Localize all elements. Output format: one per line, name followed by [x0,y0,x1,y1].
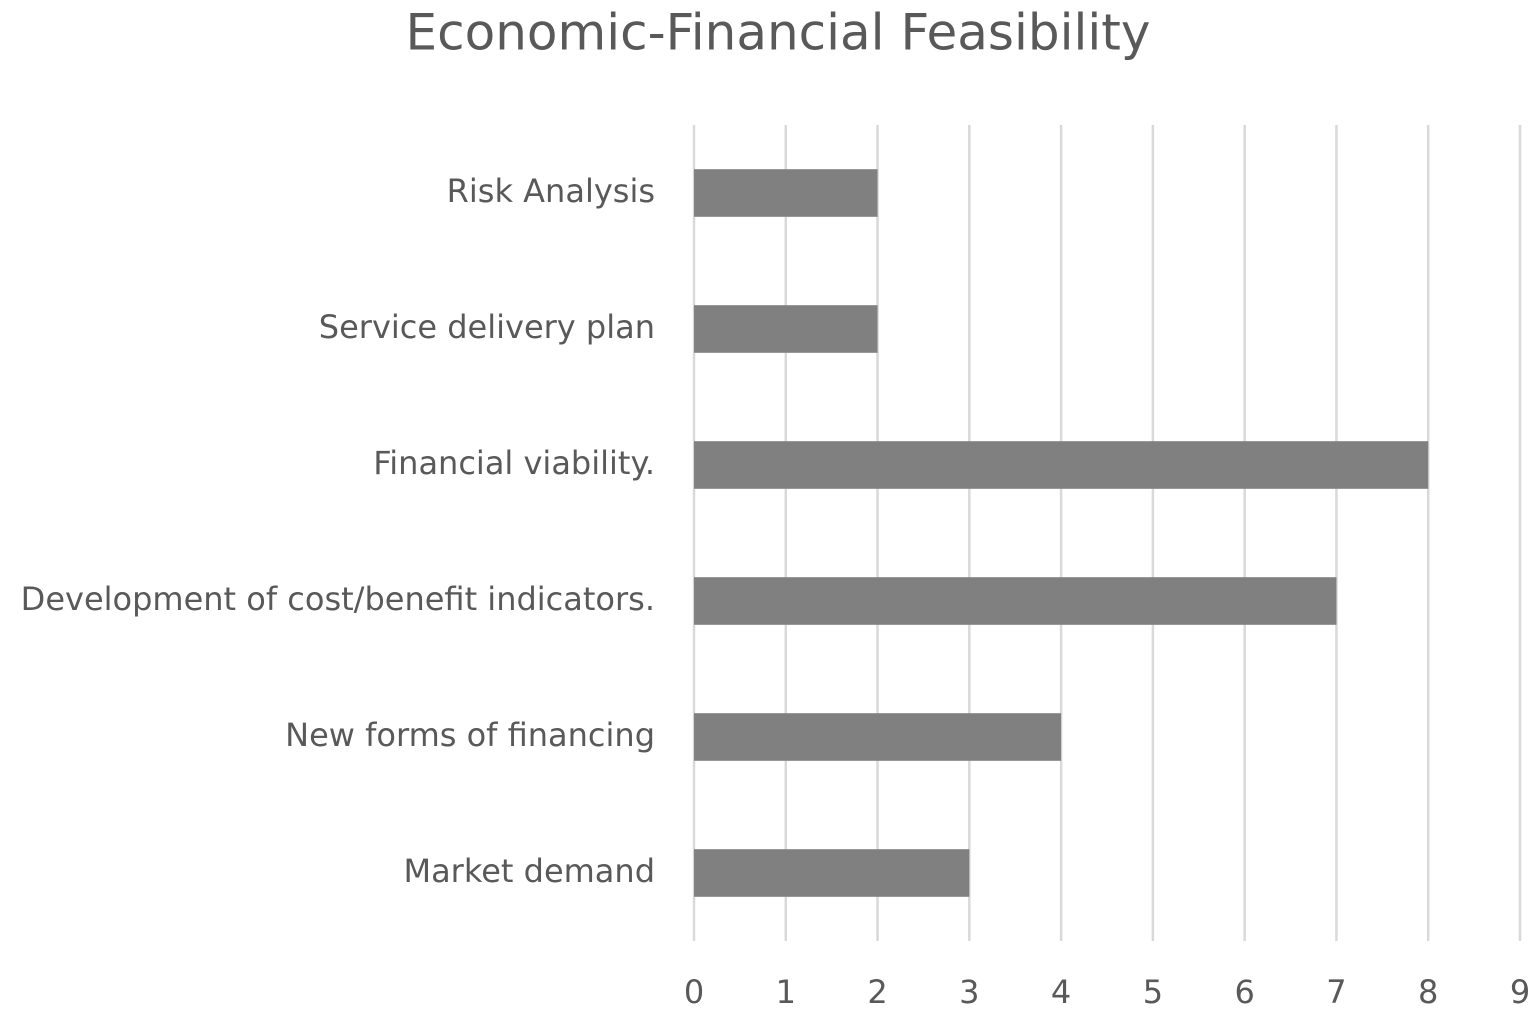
chart-title: Economic-Financial Feasibility [406,4,1151,62]
y-tick-label: Financial viability. [373,444,655,482]
y-tick-label: Risk Analysis [447,172,655,210]
bar [694,169,878,217]
bar [694,713,1062,761]
x-tick-label: 4 [1051,973,1071,1011]
x-tick-label: 0 [684,973,704,1011]
bar [694,849,970,897]
x-tick-label: 5 [1143,973,1163,1011]
bar [694,305,878,353]
y-tick-label: Service delivery plan [319,308,655,346]
y-tick-label: New forms of financing [285,716,655,754]
x-tick-label: 7 [1326,973,1346,1011]
x-tick-label: 9 [1510,973,1530,1011]
x-tick-label: 1 [776,973,796,1011]
x-tick-label: 2 [867,973,887,1011]
y-tick-label: Development of cost/benefit indicators. [21,580,655,618]
y-tick-label: Market demand [403,852,655,890]
bar [694,441,1429,489]
x-tick-label: 6 [1234,973,1254,1011]
bar [694,577,1337,625]
x-tick-label: 3 [959,973,979,1011]
x-tick-label: 8 [1418,973,1438,1011]
